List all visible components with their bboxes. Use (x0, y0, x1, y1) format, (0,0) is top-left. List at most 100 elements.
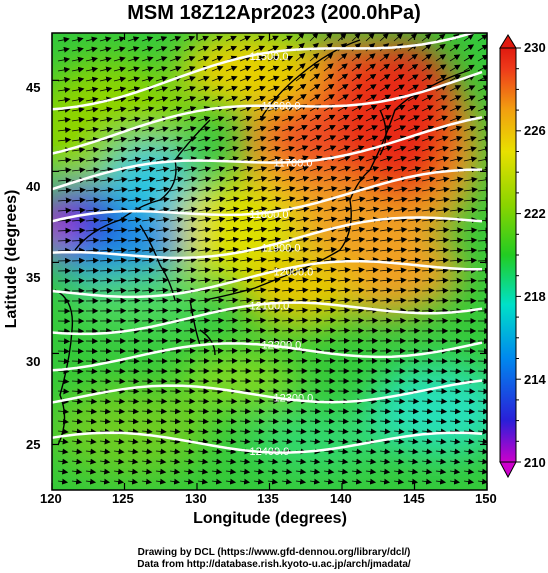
wind-arrow (309, 226, 324, 233)
wind-arrow (379, 33, 389, 42)
wind-arrow (323, 114, 336, 122)
wind-arrow (295, 196, 310, 203)
wind-arrow (127, 136, 141, 143)
wind-arrow (407, 438, 419, 445)
wind-arrow (267, 105, 281, 112)
wind-arrow (211, 75, 224, 82)
wind-arrow (407, 115, 420, 122)
wind-arrow (127, 257, 142, 264)
wind-arrow (99, 106, 113, 113)
wind-arrow (379, 247, 394, 254)
wind-arrow (435, 115, 449, 122)
wind-arrow (267, 125, 281, 132)
wind-arrow (295, 297, 309, 304)
wind-arrow (239, 307, 253, 314)
wind-arrow (127, 398, 140, 405)
wind-arrow (393, 166, 408, 172)
wind-arrow (407, 145, 421, 152)
wind-arrow (113, 237, 128, 244)
wind-arrow (141, 398, 154, 405)
wind-arrow (281, 256, 295, 263)
wind-arrow (421, 64, 433, 72)
wind-arrow (225, 35, 237, 42)
wind-arrow (127, 388, 140, 395)
wind-arrow (253, 307, 267, 314)
wind-arrow (337, 226, 352, 233)
wind-arrow (449, 207, 464, 214)
wind-arrow (407, 227, 422, 233)
wind-arrow (309, 125, 322, 132)
wind-arrow (113, 186, 128, 193)
colorbar-tick-label: 214 (524, 372, 546, 387)
wind-arrow (71, 217, 86, 224)
wind-arrow (463, 146, 477, 152)
wind-arrow (477, 156, 487, 163)
wind-arrow (337, 206, 352, 213)
wind-arrow (57, 97, 71, 103)
wind-arrow (197, 246, 212, 253)
wind-arrow (477, 34, 487, 42)
wind-arrow (421, 277, 435, 284)
wind-arrow (155, 418, 167, 425)
wind-arrow (337, 63, 348, 72)
wind-arrow (281, 105, 295, 112)
wind-arrow (155, 428, 167, 435)
wind-arrow (225, 196, 240, 203)
wind-arrow (323, 135, 337, 142)
wind-arrow (435, 297, 449, 304)
wind-arrow (197, 236, 212, 243)
wind-arrow (253, 246, 268, 253)
wind-arrow (449, 287, 463, 294)
wind-arrow (435, 74, 447, 82)
wind-arrow (197, 126, 211, 132)
wind-arrow (449, 196, 464, 203)
wind-arrow (421, 287, 435, 294)
wind-arrow (379, 267, 393, 274)
wind-arrow (183, 317, 197, 324)
wind-arrow (295, 94, 307, 102)
x-tick-label: 140 (330, 491, 352, 506)
x-tick-label: 135 (257, 491, 279, 506)
wind-arrow (435, 277, 449, 284)
wind-arrow (253, 85, 266, 92)
wind-arrow (267, 408, 280, 415)
wind-arrow (393, 267, 407, 274)
wind-arrow (57, 56, 71, 63)
wind-arrow (379, 408, 392, 415)
wind-arrow (155, 66, 168, 72)
wind-arrow (309, 317, 323, 324)
wind-arrow (267, 256, 281, 263)
wind-arrow (365, 115, 378, 122)
wind-arrow (295, 317, 309, 324)
wind-arrow (463, 428, 475, 435)
wind-arrow (421, 217, 436, 223)
y-tick-label: 45 (26, 80, 41, 95)
wind-arrow (309, 256, 323, 263)
wind-arrow (463, 125, 477, 132)
wind-arrow (477, 227, 487, 234)
wind-arrow (379, 257, 393, 264)
contour-label: 12200.0 (262, 340, 302, 352)
wind-arrow (421, 237, 436, 244)
wind-arrow (155, 297, 169, 304)
wind-arrow (169, 136, 183, 143)
wind-arrow (267, 115, 281, 122)
wind-arrow (281, 337, 294, 344)
wind-arrow (239, 287, 253, 294)
wind-arrow (253, 65, 266, 72)
wind-arrow (71, 96, 85, 103)
wind-arrow (295, 145, 309, 152)
wind-arrow (407, 74, 419, 82)
wind-arrow (183, 327, 197, 334)
wind-arrow (267, 45, 280, 52)
wind-arrow (155, 307, 169, 314)
wind-arrow (85, 177, 100, 184)
wind-arrow (71, 56, 84, 63)
wind-arrow (57, 418, 69, 425)
wind-arrow (281, 216, 296, 223)
wind-arrow (421, 74, 433, 82)
wind-arrow (435, 418, 447, 425)
wind-arrow (225, 135, 239, 142)
wind-arrow (197, 186, 212, 193)
wind-arrow (337, 408, 350, 415)
